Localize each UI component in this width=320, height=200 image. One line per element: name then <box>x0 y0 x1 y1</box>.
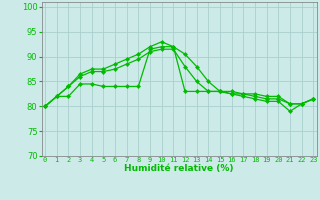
X-axis label: Humidité relative (%): Humidité relative (%) <box>124 164 234 173</box>
